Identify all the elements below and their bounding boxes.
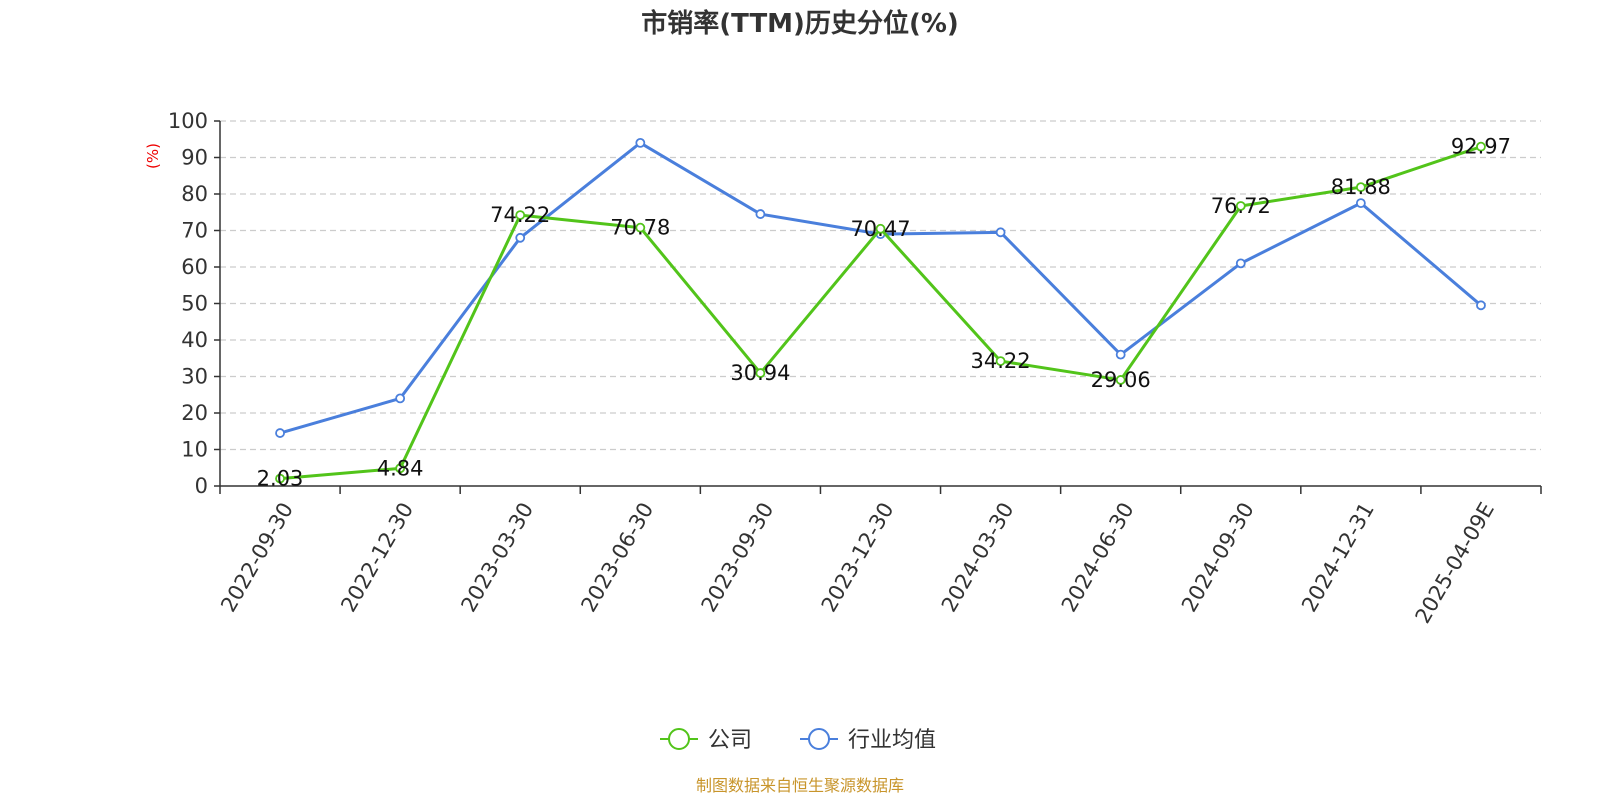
y-tick-label: 70	[181, 219, 208, 243]
x-tick-label: 2025-04-09E	[1410, 498, 1498, 627]
data-label: 30.94	[730, 361, 790, 385]
data-label: 2.03	[257, 467, 304, 491]
x-tick-label: 2023-09-30	[697, 498, 779, 616]
data-point-0	[875, 223, 886, 234]
legend-company-marker	[668, 728, 690, 750]
data-label: 92.97	[1451, 135, 1511, 159]
data-point-1	[395, 393, 406, 404]
series-lines	[275, 137, 1486, 484]
data-point-0	[1476, 141, 1486, 152]
x-tick-label: 2022-09-30	[216, 498, 298, 616]
legend-item-industry-avg[interactable]: 行业均值	[800, 728, 936, 753]
data-label: 34.22	[971, 349, 1031, 373]
data-point-0	[995, 356, 1006, 366]
legend-industry-avg-label: 行业均值	[848, 728, 936, 753]
data-point-0	[515, 210, 526, 220]
legend-item-company[interactable]: 公司	[660, 728, 752, 753]
y-tick-label: 40	[181, 328, 208, 352]
y-tick-label: 90	[181, 146, 208, 170]
x-tick-label: 2023-03-30	[456, 498, 538, 616]
data-point-1	[755, 209, 766, 219]
data-point-0	[635, 222, 646, 233]
data-point-1	[275, 428, 285, 438]
legend: 公司 行业均值	[660, 728, 936, 753]
x-tick-label: 2024-09-30	[1177, 498, 1259, 616]
y-tick-label: 100	[168, 109, 208, 133]
data-point-0	[755, 368, 766, 378]
legend-company-label: 公司	[708, 728, 752, 753]
y-tick-label: 0	[195, 474, 208, 498]
y-tick-label: 50	[181, 292, 208, 316]
y-tick-label: 10	[181, 438, 208, 462]
y-tick-label: 30	[181, 365, 208, 389]
y-tick-label: 60	[181, 255, 208, 279]
data-label: 70.78	[610, 216, 670, 240]
data-point-1	[1235, 258, 1246, 269]
data-point-1	[1355, 198, 1366, 209]
data-label: 76.72	[1211, 194, 1271, 218]
data-point-1	[1476, 300, 1486, 311]
x-tick-label: 2024-06-30	[1057, 498, 1139, 616]
data-label: 70.47	[850, 217, 910, 241]
y-tick-label: 80	[181, 182, 208, 206]
source-note: 制图数据来自恒生聚源数据库	[696, 776, 904, 795]
data-point-0	[1235, 201, 1246, 211]
data-point-0	[1115, 375, 1126, 385]
data-label: 4.84	[377, 456, 424, 480]
series-line-1	[279, 141, 1482, 435]
chart-title: 市销率(TTM)历史分位(%)	[641, 8, 959, 39]
legend-industry-avg-marker	[808, 728, 830, 750]
x-tick-label: 2024-12-31	[1297, 498, 1379, 616]
data-point-0	[395, 463, 406, 474]
x-tick-label: 2022-12-30	[336, 498, 418, 616]
data-label: 29.06	[1091, 368, 1151, 392]
data-label: 81.88	[1331, 175, 1391, 199]
data-point-1	[635, 137, 646, 148]
x-tick-label: 2023-12-30	[817, 498, 899, 616]
data-point-1	[515, 232, 526, 243]
x-tick-label: 2023-06-30	[576, 498, 658, 616]
series-line-0	[279, 145, 1482, 481]
data-labels: 2.03 4.84 74.22 70.78 30.94 70.47 34.22 29.06 76…	[257, 135, 1511, 491]
x-tick-label: 2024-03-30	[937, 498, 1019, 616]
data-label: 74.22	[490, 203, 550, 227]
data-point-1	[1115, 349, 1126, 360]
y-axis-label: (%)	[144, 143, 162, 169]
data-point-1	[995, 227, 1006, 238]
data-point-0	[275, 473, 285, 484]
y-tick-label: 20	[181, 401, 208, 425]
data-point-0	[1355, 182, 1366, 193]
gridlines	[220, 120, 1541, 451]
